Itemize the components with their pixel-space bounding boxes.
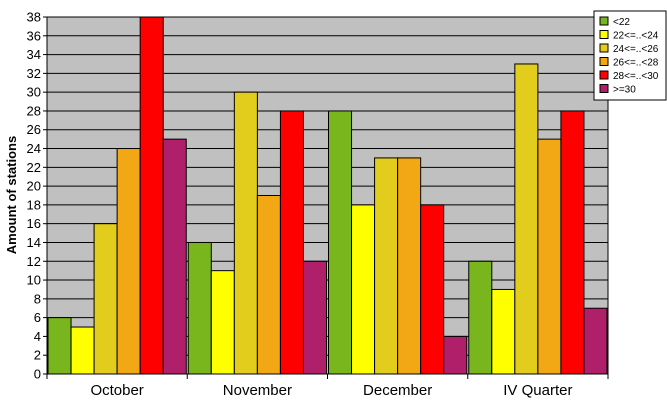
bar <box>187 241 212 375</box>
bar <box>116 148 141 375</box>
bar <box>139 16 164 375</box>
bar <box>583 307 608 375</box>
bar <box>93 223 118 375</box>
bar <box>397 157 422 375</box>
bar <box>351 204 376 375</box>
legend-swatch <box>599 84 609 93</box>
y-tick-label: 36 <box>27 28 41 43</box>
y-tick-label: 6 <box>34 310 41 325</box>
x-tick-label: November <box>223 382 292 399</box>
legend-label: 26<=..<28 <box>613 58 659 69</box>
bar <box>374 157 399 375</box>
legend-swatch <box>599 16 609 26</box>
y-tick-label: 30 <box>27 85 41 100</box>
legend-label: 22<=..<24 <box>613 31 659 42</box>
y-tick-label: 10 <box>27 273 41 288</box>
bar <box>560 110 585 375</box>
y-tick-label: 16 <box>27 216 41 231</box>
x-tick-label: IV Quarter <box>503 382 572 399</box>
y-tick-label: 2 <box>34 348 41 363</box>
y-tick-label: 20 <box>27 179 41 194</box>
y-tick-label: 18 <box>27 197 41 212</box>
bar <box>491 288 516 375</box>
y-tick-label: 32 <box>27 66 41 81</box>
bar <box>443 335 468 375</box>
y-tick-label: 28 <box>27 103 41 118</box>
bar <box>302 260 328 375</box>
legend-swatch <box>599 70 609 80</box>
bar <box>468 260 493 375</box>
y-tick-label: 8 <box>34 291 41 306</box>
y-tick-label: 24 <box>27 141 41 156</box>
y-axis-label: Amount of stations <box>4 136 19 254</box>
plot-frame <box>46 16 609 375</box>
legend-swatch <box>599 57 609 66</box>
bar <box>420 204 445 375</box>
y-tick-label: 0 <box>34 367 41 382</box>
x-tick-label: December <box>363 382 432 399</box>
y-tick-label: 22 <box>27 160 41 175</box>
bar <box>537 138 562 375</box>
legend-label: >=30 <box>613 85 636 96</box>
legend-label: 24<=..<26 <box>613 44 659 55</box>
y-tick-label: 14 <box>27 235 41 250</box>
bar <box>47 317 72 375</box>
bar <box>256 195 281 375</box>
y-tick-label: 38 <box>27 10 41 25</box>
bar <box>70 326 95 375</box>
bar <box>514 63 539 375</box>
legend-swatch <box>599 30 609 39</box>
bar <box>233 91 258 375</box>
bar <box>328 110 353 375</box>
x-tick-label: October <box>90 382 143 399</box>
legend-label: <22 <box>613 17 630 28</box>
y-tick-label: 26 <box>27 122 41 137</box>
bar <box>162 138 187 375</box>
legend-swatch <box>599 43 609 53</box>
bar <box>279 110 304 375</box>
y-tick-label: 34 <box>27 47 41 62</box>
y-tick-label: 4 <box>34 329 41 344</box>
legend-label: 28<=..<30 <box>613 71 659 82</box>
bar <box>210 270 235 375</box>
y-tick-label: 12 <box>27 254 41 269</box>
